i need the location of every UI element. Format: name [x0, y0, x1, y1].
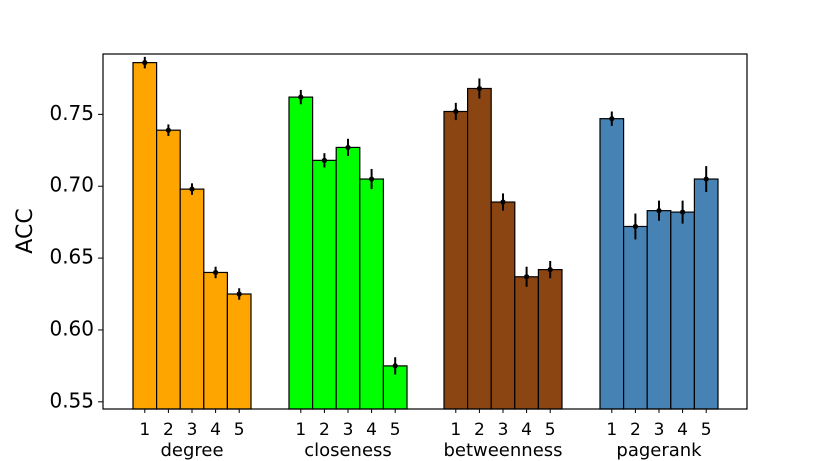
x-tick-label: 5 [390, 420, 401, 440]
x-tick-label: 5 [234, 420, 245, 440]
x-tick-label: 1 [295, 420, 306, 440]
x-tick-label: 2 [319, 420, 330, 440]
group-label-closeness: closeness [304, 440, 392, 461]
mean-point-betweenness-2 [476, 85, 482, 92]
bar-betweenness-5 [537, 268, 563, 410]
bar-closeness-2 [312, 159, 337, 410]
bar-degree-5 [226, 293, 252, 410]
mean-point-closeness-1 [298, 94, 304, 100]
x-tick-label: 2 [474, 420, 485, 440]
y-tick-label: 0.60 [49, 316, 94, 340]
bar-degree-2 [156, 129, 181, 410]
x-tick-label: 2 [630, 420, 641, 440]
mean-point-closeness-2 [321, 157, 327, 163]
x-tick-label: 1 [606, 420, 617, 440]
mean-point-pagerank-4 [680, 209, 686, 215]
bar-closeness-3 [335, 146, 361, 410]
x-tick-label: 4 [210, 420, 221, 440]
mean-point-pagerank-3 [656, 208, 662, 214]
y-tick-label: 0.65 [49, 245, 94, 269]
x-tick-label: 1 [450, 420, 461, 440]
bar-betweenness-1 [443, 110, 469, 410]
bar-degree-3 [179, 188, 205, 410]
mean-point-pagerank-1 [609, 116, 615, 122]
mean-point-closeness-4 [369, 176, 375, 182]
x-tick-label: 3 [187, 420, 198, 440]
group-label-betweenness: betweenness [443, 440, 562, 461]
y-tick-label: 0.55 [49, 388, 94, 412]
mean-point-betweenness-3 [500, 199, 506, 205]
mean-point-pagerank-2 [632, 223, 639, 230]
mean-point-pagerank-5 [703, 176, 709, 182]
bar-closeness-1 [288, 96, 314, 410]
bar-betweenness-4 [514, 276, 539, 410]
mean-point-degree-3 [189, 186, 195, 192]
mean-point-betweenness-1 [453, 108, 459, 115]
bar-degree-1 [132, 62, 158, 410]
mean-point-closeness-5 [392, 363, 398, 369]
bar-pagerank-4 [670, 211, 695, 410]
bar-betweenness-3 [490, 201, 516, 410]
mean-point-closeness-3 [345, 144, 351, 151]
y-axis: 0.55 0.60 0.65 0.70 0.75 [49, 101, 103, 412]
y-tick-label: 0.70 [49, 173, 94, 197]
bar-pagerank-3 [646, 210, 672, 410]
mean-point-degree-4 [213, 269, 219, 276]
mean-point-betweenness-5 [547, 266, 553, 273]
bar-betweenness-2 [467, 87, 492, 410]
mean-point-betweenness-4 [524, 274, 530, 280]
x-tick-label: 1 [139, 420, 150, 440]
y-tick-label: 0.75 [49, 101, 94, 125]
error-bars-layer [142, 56, 709, 375]
x-tick-label: 4 [366, 420, 377, 440]
bar-pagerank-5 [693, 178, 719, 410]
bar-degree-4 [203, 271, 229, 410]
x-tick-label: 3 [654, 420, 665, 440]
x-tick-label: 4 [677, 420, 688, 440]
x-tick-label: 3 [498, 420, 509, 440]
bar-pagerank-2 [622, 225, 648, 410]
mean-point-degree-2 [165, 127, 171, 133]
mean-point-degree-1 [142, 60, 148, 66]
bar-pagerank-1 [599, 118, 625, 410]
x-tick-label: 2 [163, 420, 174, 440]
group-label-degree: degree [160, 440, 223, 461]
y-axis-label: ACC [13, 208, 38, 253]
group-label-pagerank: pagerank [616, 440, 702, 461]
plot-frame [102, 53, 748, 410]
bars-layer [132, 62, 719, 410]
mean-point-degree-5 [236, 291, 242, 297]
x-tick-label: 4 [521, 420, 532, 440]
bar-closeness-4 [359, 178, 384, 410]
x-tick-label: 5 [545, 420, 556, 440]
x-tick-label: 5 [701, 420, 712, 440]
x-tick-label: 3 [343, 420, 354, 440]
